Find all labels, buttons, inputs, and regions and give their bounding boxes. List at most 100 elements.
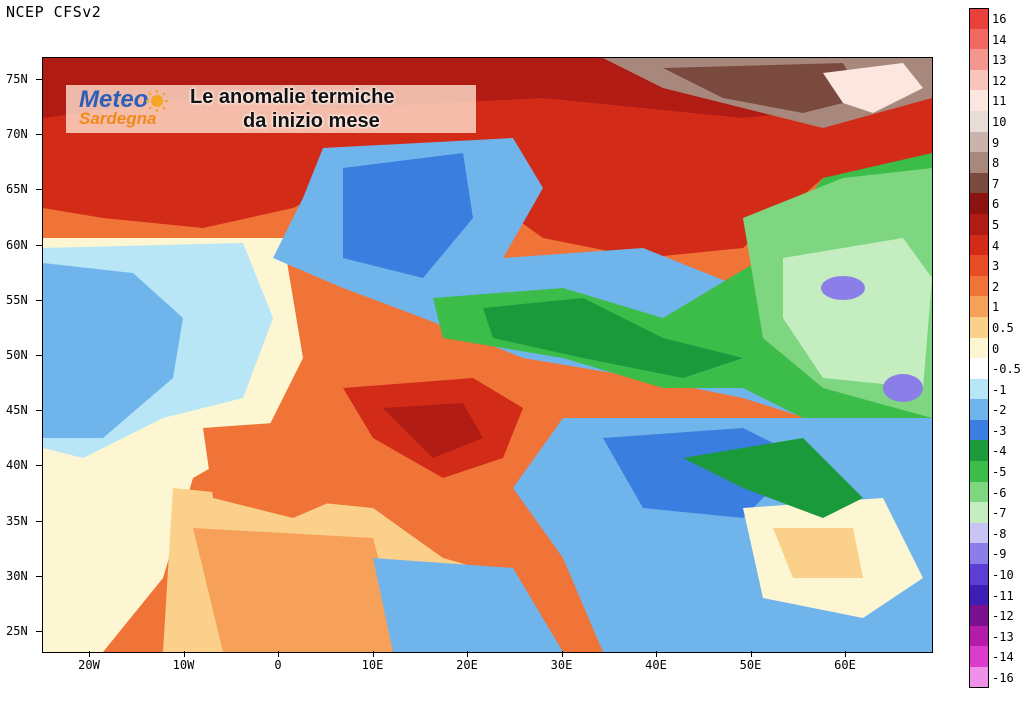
- lat-label: 35N: [6, 513, 28, 528]
- legend-swatch: [969, 152, 989, 173]
- lon-tick: [467, 651, 468, 657]
- lat-tick: [36, 79, 42, 80]
- legend-entry: -6: [969, 481, 1018, 503]
- lat-tick: [36, 244, 42, 246]
- lon-tick: [278, 651, 279, 657]
- lat-tick: [36, 410, 42, 412]
- legend-label: 7: [992, 176, 1000, 191]
- legend-label: 5: [992, 217, 1000, 232]
- field-caucasus-green: [683, 438, 863, 518]
- field-east-purple-1: [821, 276, 865, 300]
- lon-tick: [89, 651, 90, 657]
- lat-label: 30N: [6, 568, 28, 583]
- lat-label: 55N: [6, 292, 28, 307]
- legend-label: -8: [992, 526, 1007, 541]
- legend-label: -7: [992, 506, 1007, 521]
- legend-label: 13: [992, 53, 1007, 68]
- field-arctic-dark-brown: [663, 63, 863, 113]
- lon-label: 40E: [645, 658, 667, 672]
- lon-label: 50E: [739, 658, 762, 672]
- legend-label: 0: [992, 341, 1000, 356]
- sun-icon: [146, 90, 168, 112]
- legend-label: -12: [992, 609, 1014, 624]
- legend-label: -11: [992, 588, 1014, 603]
- lat-label: 50N: [6, 348, 28, 362]
- legend-label: -0.5: [992, 362, 1021, 377]
- lon-label: 20W: [78, 658, 100, 672]
- legend-entry: -7: [969, 502, 1018, 523]
- lat-tick: [36, 631, 42, 632]
- legend-swatch: [969, 296, 989, 317]
- lat-tick: [36, 575, 42, 577]
- legend-entry: 10: [969, 110, 1018, 132]
- lat-label: 40N: [6, 458, 28, 473]
- legend-label: -5: [992, 465, 1007, 480]
- legend-label: -10: [992, 568, 1014, 583]
- legend-swatch: [969, 213, 989, 235]
- field-arctic-pale: [823, 63, 923, 113]
- legend-entry: -14: [969, 646, 1018, 667]
- legend-entry: -0.5: [969, 358, 1021, 379]
- logo-sardegna-text: Sardegna: [79, 109, 157, 128]
- legend-label: 6: [992, 197, 1000, 212]
- field-africa-cold: [373, 558, 563, 652]
- legend-label: -16: [992, 671, 1014, 685]
- legend-entry: 2: [969, 275, 1018, 297]
- anomaly-map[interactable]: [42, 57, 933, 653]
- legend-swatch: [969, 378, 989, 400]
- legend-entry: 5: [969, 213, 1018, 235]
- legend-entry: 8: [969, 152, 1018, 173]
- legend-label: -14: [992, 650, 1014, 665]
- legend-entry: 1: [969, 296, 1018, 317]
- legend-entry: 3: [969, 255, 1018, 276]
- legend-label: 2: [992, 279, 1000, 294]
- legend-swatch: [969, 69, 989, 91]
- legend-label: 0.5: [992, 320, 1014, 335]
- legend-label: 12: [992, 73, 1007, 88]
- field-europe-very-hot: [383, 403, 483, 458]
- legend-entry: 4: [969, 234, 1018, 256]
- color-legend: 16 14 13 12 11 10 9 8 7 6 5 4 3 2 1 0.5 0 -0.5 -1 -2 -3 -4 -5 -…: [969, 8, 1021, 688]
- legend-label: 11: [992, 94, 1007, 109]
- lat-label: 75N: [6, 72, 28, 86]
- lat-label: 65N: [6, 182, 28, 197]
- legend-entry: -16: [969, 667, 1018, 688]
- legend-label: -6: [992, 485, 1007, 500]
- legend-entry: 16: [969, 8, 1018, 29]
- legend-label: -1: [992, 382, 1007, 397]
- legend-swatch: [969, 28, 989, 50]
- legend-swatch: [969, 646, 989, 667]
- legend-swatch: [969, 90, 989, 111]
- legend-swatch: [969, 625, 989, 647]
- legend-entry: 7: [969, 172, 1018, 194]
- legend-label: 4: [992, 238, 1000, 253]
- field-atlantic-cold: [43, 263, 183, 438]
- lon-tick: [183, 651, 185, 657]
- legend-entry: 12: [969, 69, 1018, 91]
- legend-entry: -1: [969, 378, 1018, 400]
- legend-swatch: [969, 481, 989, 503]
- legend-entry: -9: [969, 543, 1018, 565]
- legend-entry: 0: [969, 337, 1018, 359]
- legend-swatch: [969, 337, 989, 359]
- logo-meteo-text: Meteo: [79, 86, 149, 113]
- legend-entry: -12: [969, 605, 1018, 626]
- legend-label: 3: [992, 259, 1000, 274]
- lat-label: 25N: [6, 624, 28, 638]
- legend-entry: 13: [969, 49, 1018, 70]
- legend-label: -2: [992, 403, 1007, 418]
- legend-swatch: [969, 399, 989, 420]
- lon-tick: [656, 651, 657, 657]
- legend-entry: -8: [969, 522, 1018, 544]
- lat-label: 70N: [6, 127, 28, 142]
- lon-label: 20E: [456, 658, 478, 672]
- lat-tick: [36, 355, 42, 356]
- field-east-pale-green: [783, 238, 932, 388]
- legend-swatch: [969, 584, 989, 606]
- field-east-dark-green: [483, 298, 743, 378]
- lat-tick: [36, 189, 42, 191]
- legend-label: 14: [992, 32, 1007, 47]
- legend-swatch: [969, 316, 989, 338]
- legend-label: 1: [992, 300, 1000, 315]
- lat-label: 45N: [6, 403, 28, 418]
